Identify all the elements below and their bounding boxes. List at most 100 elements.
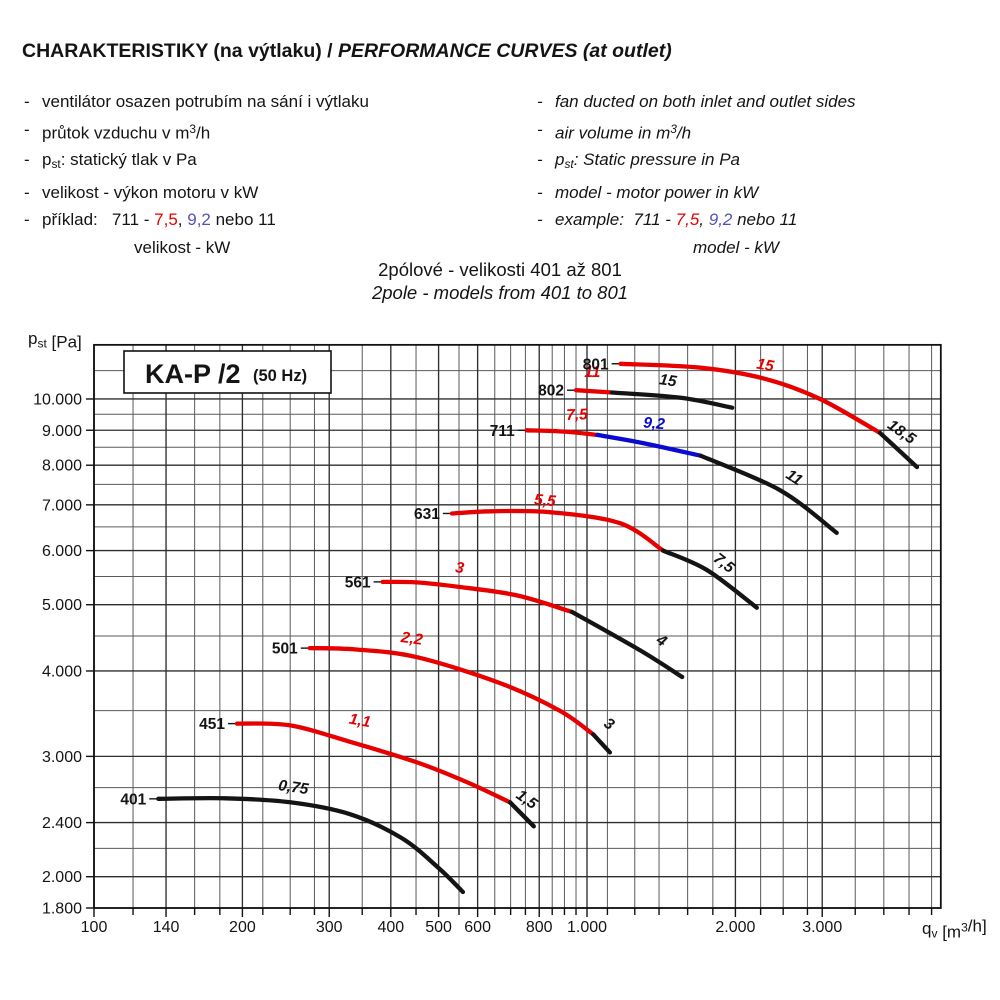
- power-label-801-15: 15: [755, 356, 775, 376]
- curve-711-segment-blue: [595, 432, 703, 458]
- note-item: - pst: Static pressure in Pa: [537, 146, 987, 178]
- model-label-401: 401: [120, 791, 146, 808]
- bullet-dash: -: [537, 92, 543, 111]
- note-text: velikost - kW: [134, 237, 231, 257]
- power-label-802-15: 15: [658, 371, 678, 390]
- bullet-dash: -: [24, 150, 30, 170]
- curve-801-segment-black: [877, 430, 920, 470]
- power-label-631-5,5: 5,5: [533, 491, 556, 510]
- curve-401-segment-black: [156, 795, 466, 895]
- power-label-451-1,1: 1,1: [348, 711, 372, 731]
- model-label-561: 561: [345, 574, 371, 591]
- notes-czech-list: - ventilátor osazen potrubím na sání i vý…: [24, 88, 514, 261]
- y-tick-label: 2.000: [42, 869, 82, 886]
- note-item: - air volume in m3/h: [537, 116, 987, 147]
- curve-501: 2,2 3 501: [272, 629, 618, 755]
- note-text: model - motor power in kW: [555, 182, 759, 202]
- model-label-802: 802: [538, 383, 564, 400]
- curve-501-segment-red: [307, 645, 596, 737]
- x-tick-label: 500: [425, 919, 452, 936]
- x-tick-label: 200: [229, 919, 256, 936]
- note-text: pst: statický tlak v Pa: [42, 150, 197, 172]
- model-label-451: 451: [199, 716, 225, 733]
- curve-802-segment-black: [609, 390, 735, 410]
- chart-title-box: KA-P /2 (50 Hz): [123, 350, 332, 394]
- subtitle-czech: 2pólové - velikosti 401 až 801: [378, 259, 622, 280]
- page-title-czech: CHARAKTERISTIKY (na výtlaku): [22, 40, 322, 62]
- chart-title: KA-P /2: [145, 359, 241, 389]
- page-title-english: PERFORMANCE CURVES (at outlet): [338, 40, 672, 62]
- x-tick-label: 3.000: [802, 919, 842, 936]
- series-subtitle: 2pólové - velikosti 401 až 801 2pole - m…: [0, 258, 1000, 304]
- x-tick-label: 400: [377, 919, 404, 936]
- bullet-dash: -: [24, 119, 30, 139]
- y-tick-label: 8.000: [42, 458, 82, 475]
- y-tick-label: 5.000: [42, 597, 82, 614]
- y-tick-label: 3.000: [42, 749, 82, 766]
- power-label-711-11: 11: [783, 466, 806, 489]
- note-item: - fan ducted on both inlet and outlet sid…: [537, 88, 987, 116]
- axis-ticks: [86, 398, 933, 917]
- curve-801-segment-red: [618, 361, 883, 436]
- y-tick-label: 9.000: [42, 423, 82, 440]
- x-tick-label: 800: [526, 919, 553, 936]
- curve-802-segment-red: [573, 388, 615, 395]
- curve-501-segment-black: [591, 732, 613, 755]
- note-text: example: 711 - 7,5, 9,2 nebo 11: [555, 210, 798, 230]
- note-text: příklad: 711 - 7,5, 9,2 nebo 11: [42, 210, 276, 230]
- grid-major: [93, 344, 941, 909]
- x-tick-label: 600: [464, 919, 491, 936]
- model-label-631: 631: [414, 506, 440, 523]
- notes-czech: - ventilátor osazen potrubím na sání i vý…: [24, 88, 514, 261]
- curve-401: 0,75 401: [120, 777, 466, 895]
- subtitle-english: 2pole - models from 401 to 801: [371, 282, 629, 303]
- note-item: - example: 711 - 7,5, 9,2 nebo 11: [537, 206, 987, 234]
- y-tick-label: 2.400: [42, 815, 82, 832]
- y-tick-label: 6.000: [42, 543, 82, 560]
- model-label-501: 501: [272, 641, 298, 658]
- y-tick-label: 1.800: [42, 901, 82, 918]
- power-label-561-4: 4: [652, 631, 670, 651]
- chart-title-frame: [123, 350, 332, 394]
- grid-minor: [94, 344, 941, 908]
- note-item: - model - motor power in kW: [537, 179, 987, 207]
- bullet-dash: -: [24, 210, 30, 230]
- y-tick-label: 10.000: [33, 391, 82, 408]
- notes-english-list: - fan ducted on both inlet and outlet sid…: [537, 88, 987, 261]
- note-text: model - kW: [693, 237, 779, 257]
- note-text: ventilátor osazen potrubím na sání i výt…: [42, 92, 369, 111]
- x-tick-labels: 100 140 200 300 400 500 600 800 1.000 2.000 3.000: [81, 919, 843, 936]
- bullet-dash: -: [24, 92, 30, 111]
- bullet-dash: -: [537, 119, 543, 139]
- model-label-711: 711: [490, 423, 515, 440]
- page-title: CHARAKTERISTIKY (na výtlaku) / PERFORMAN…: [22, 40, 672, 63]
- note-text: průtok vzduchu v m3/h: [42, 121, 211, 142]
- curve-561: 3 4 561: [345, 559, 685, 680]
- curve-802: 11 15 802: [538, 364, 735, 410]
- note-item-continuation: velikost - kW: [24, 234, 514, 262]
- note-item: - velikost - výkon motoru v kW: [24, 179, 514, 207]
- x-tick-label: 1.000: [567, 919, 607, 936]
- power-label-501-3: 3: [601, 715, 618, 734]
- curve-451-segment-black: [507, 800, 536, 829]
- note-text: fan ducted on both inlet and outlet side…: [555, 92, 856, 111]
- note-item: - příklad: 711 - 7,5, 9,2 nebo 11: [24, 206, 514, 234]
- y-tick-labels: 10.000 9.000 8.000 7.000 6.000 5.000 4.000 3.00…: [33, 391, 82, 917]
- curve-711: 7,5 9,2 11 711: [490, 406, 839, 535]
- note-item: - pst: statický tlak v Pa: [24, 146, 514, 178]
- curve-451-segment-red: [234, 721, 513, 805]
- bullet-dash: -: [537, 210, 543, 230]
- power-label-711-7,5: 7,5: [566, 406, 589, 424]
- power-label-501-2,2: 2,2: [399, 629, 424, 649]
- x-axis-title: qv [m3/h]: [922, 917, 987, 942]
- note-item: - průtok vzduchu v m3/h: [24, 116, 514, 147]
- x-tick-label: 100: [81, 919, 108, 936]
- curve-631-segment-red: [449, 508, 666, 553]
- x-tick-label: 300: [316, 919, 343, 936]
- power-label-711-9,2: 9,2: [643, 414, 666, 433]
- model-label-801: 801: [583, 356, 609, 373]
